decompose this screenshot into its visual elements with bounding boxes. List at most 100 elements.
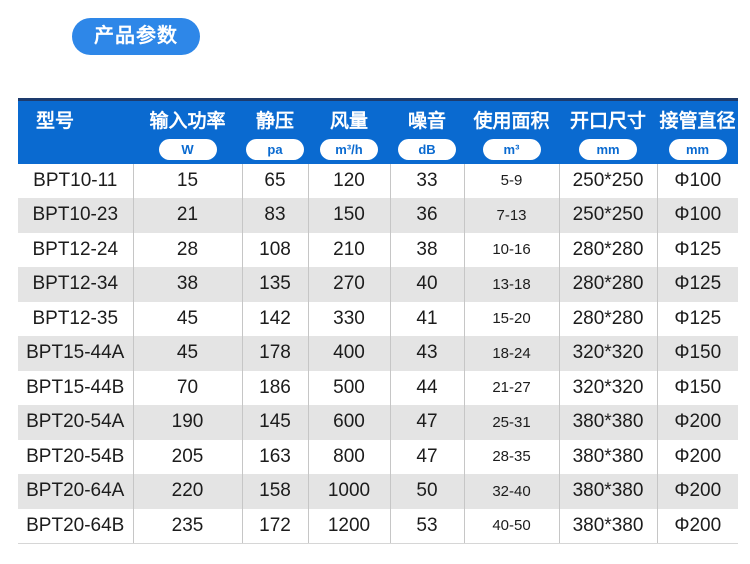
header-label: 输入功率 bbox=[149, 111, 226, 132]
table-cell: BPT15-44A bbox=[18, 336, 133, 371]
table-row: BPT20-54A 190 145 600 47 25-31 380*380 Φ200 bbox=[18, 405, 738, 440]
unit-pill: mm bbox=[668, 139, 727, 160]
header-label: 开口尺寸 bbox=[569, 111, 646, 132]
table-cell: 330 bbox=[307, 301, 390, 336]
table-cell: BPT20-54B bbox=[26, 445, 125, 467]
table-cell: 5-9 bbox=[463, 163, 559, 198]
table-cell: Φ150 bbox=[656, 336, 738, 371]
unit-pill: mm bbox=[579, 139, 637, 160]
unit-pill: dB bbox=[398, 139, 456, 160]
table-cell: 13-18 bbox=[463, 267, 559, 302]
table-cell: 7-13 bbox=[463, 198, 559, 233]
table-cell: 120 bbox=[307, 163, 390, 198]
table-cell: 25-31 bbox=[463, 405, 559, 440]
table-cell: 32-40 bbox=[463, 474, 559, 509]
table-cell: 47 bbox=[389, 405, 464, 440]
table-cell: 320*320 bbox=[558, 336, 657, 371]
table-cell: Φ200 bbox=[656, 405, 738, 440]
table-row: BPT12-34 38 135 270 40 13-18 280*280 Φ125 bbox=[18, 267, 738, 302]
table-cell: 40-50 bbox=[463, 508, 559, 544]
table-cell: 380*380 bbox=[558, 508, 657, 544]
table-cell: BPT20-64A bbox=[18, 474, 133, 509]
table-cell: 18-24 bbox=[463, 336, 559, 371]
table-cell: 41 bbox=[389, 301, 464, 336]
table-cell: BPT10-23 bbox=[18, 198, 133, 233]
section-title-badge: 产品参数 bbox=[72, 18, 200, 55]
table-cell: 145 bbox=[241, 405, 308, 440]
header-label: 型号 bbox=[36, 111, 75, 132]
table-cell: 28 bbox=[132, 232, 242, 267]
table-cell: 380*380 bbox=[558, 474, 657, 509]
table-cell: 44 bbox=[389, 370, 464, 405]
header-label: 静压 bbox=[255, 111, 294, 132]
table-cell: 800 bbox=[307, 439, 390, 474]
header-air-volume: 风量 m³/h bbox=[308, 99, 390, 164]
table-cell: 21-27 bbox=[463, 370, 559, 405]
table-cell: BPT15-44B bbox=[26, 376, 125, 398]
unit-pill: m³/h bbox=[320, 139, 378, 160]
header-label: 接管直径 bbox=[659, 111, 736, 132]
table-header: 型号 输入功率 W 静压 pa 风量 m³/h 噪音 dB bbox=[18, 99, 738, 164]
unit-pill: W bbox=[158, 139, 217, 160]
table-cell: 38 bbox=[389, 232, 464, 267]
table-cell: BPT12-34 bbox=[18, 267, 133, 302]
table-cell: 15 bbox=[132, 163, 242, 198]
table-cell: 172 bbox=[241, 508, 308, 544]
table-cell: 142 bbox=[241, 301, 308, 336]
table-cell: 210 bbox=[307, 232, 390, 267]
table-cell: 190 bbox=[132, 405, 242, 440]
table-cell: 36 bbox=[389, 198, 464, 233]
table-cell: 43 bbox=[389, 336, 464, 371]
table-cell: 15-20 bbox=[463, 301, 559, 336]
table-cell: 65 bbox=[241, 163, 308, 198]
table-cell: BPT20-54A bbox=[18, 405, 133, 440]
table-cell: 158 bbox=[241, 474, 308, 509]
table-cell: 47 bbox=[389, 439, 464, 474]
table-cell: 380*380 bbox=[558, 405, 657, 440]
header-input-power: 输入功率 W bbox=[133, 99, 242, 164]
table-cell: Φ200 bbox=[656, 508, 738, 544]
table-cell: 45 bbox=[132, 301, 242, 336]
table-cell: 380*380 bbox=[558, 439, 657, 474]
header-row: 型号 输入功率 W 静压 pa 风量 m³/h 噪音 dB bbox=[18, 99, 738, 164]
header-noise: 噪音 dB bbox=[390, 99, 464, 164]
table-cell: Φ200 bbox=[656, 474, 738, 509]
table-cell: 250*250 bbox=[558, 163, 657, 198]
table-cell: BPT12-24 bbox=[32, 238, 119, 260]
header-usage-area: 使用面积 m³ bbox=[464, 99, 559, 164]
table-row: BPT15-44A 45 178 400 43 18-24 320*320 Φ150 bbox=[18, 336, 738, 371]
table-cell: 270 bbox=[307, 267, 390, 302]
table-cell: BPT20-64B bbox=[18, 508, 133, 544]
table-cell: 280*280 bbox=[558, 267, 657, 302]
header-static-pressure: 静压 pa bbox=[242, 99, 308, 164]
table-row: BPT20-64B 235 172 1200 53 40-50 380*380 Φ200 bbox=[18, 508, 738, 544]
table-cell: 205 bbox=[132, 439, 242, 474]
table-cell: 50 bbox=[389, 474, 464, 509]
header-label: 使用面积 bbox=[473, 111, 550, 132]
table-cell: 150 bbox=[307, 198, 390, 233]
table-cell: 135 bbox=[241, 267, 308, 302]
table-cell: 320*320 bbox=[558, 370, 657, 405]
table-cell: 53 bbox=[389, 508, 464, 544]
table-row: BPT12-35 45 142 330 41 15-20 280*280 Φ125 bbox=[18, 301, 738, 336]
table-cell: 400 bbox=[307, 336, 390, 371]
table-cell: 500 bbox=[307, 370, 390, 405]
table-cell: Φ200 bbox=[656, 439, 738, 474]
table-row: BPT10-11 15 65 120 33 5-9 250*250 Φ100 bbox=[18, 163, 738, 198]
table-cell: 235 bbox=[132, 508, 242, 544]
table-cell: 280*280 bbox=[558, 301, 657, 336]
table-cell: 108 bbox=[241, 232, 308, 267]
table-cell: 38 bbox=[132, 267, 242, 302]
table-cell: Φ100 bbox=[656, 163, 738, 198]
table-cell: 600 bbox=[307, 405, 390, 440]
table-cell: 1200 bbox=[307, 508, 390, 544]
table-row: BPT20-64A 220 158 1000 50 32-40 380*380 Φ200 bbox=[18, 474, 738, 509]
header-opening-size: 开口尺寸 mm bbox=[559, 99, 657, 164]
unit-pill: pa bbox=[246, 139, 304, 160]
product-spec-table: 型号 输入功率 W 静压 pa 风量 m³/h 噪音 dB bbox=[18, 98, 738, 544]
table-body: BPT10-11 15 65 120 33 5-9 250*250 Φ100 BPT10-23 2… bbox=[18, 163, 738, 544]
table-cell: 45 bbox=[132, 336, 242, 371]
table-cell: BPT10-11 bbox=[33, 169, 118, 191]
table-cell: 1000 bbox=[307, 474, 390, 509]
table-cell: Φ125 bbox=[656, 267, 738, 302]
